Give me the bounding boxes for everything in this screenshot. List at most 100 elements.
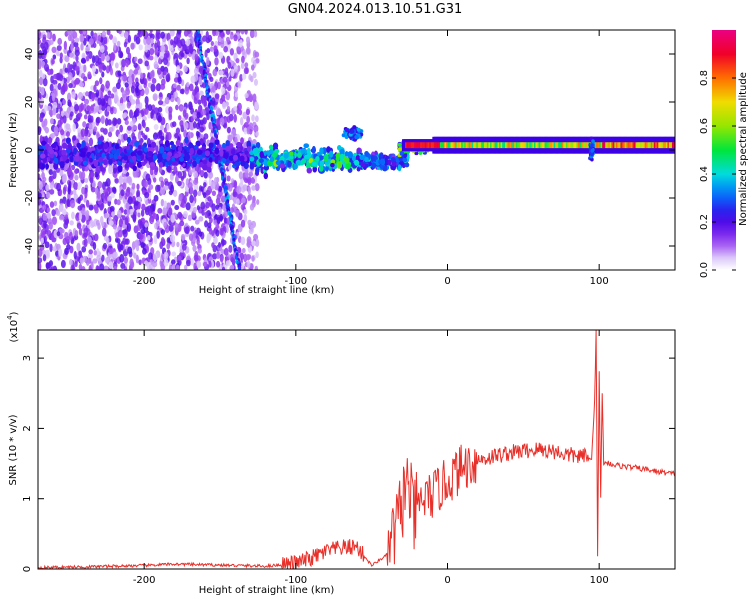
noise-cell [138, 44, 143, 51]
noise-cell [130, 42, 135, 50]
noise-cell [81, 246, 87, 253]
noise-cell [134, 56, 138, 62]
noise-cell [95, 89, 100, 98]
band-cell [152, 154, 158, 161]
noise-cell [144, 180, 149, 188]
band-cell [330, 159, 336, 164]
noise-cell [108, 34, 114, 40]
noise-cell [129, 208, 134, 216]
band-cell [137, 150, 143, 156]
noise-cell [164, 181, 170, 187]
noise-cell [117, 209, 122, 219]
noise-cell [104, 257, 110, 264]
noise-cell [110, 192, 115, 199]
noise-cell [182, 210, 188, 218]
band-cell [201, 146, 206, 151]
band-cell [124, 163, 130, 169]
noise-cell [183, 30, 189, 37]
band-cell [335, 152, 341, 159]
noise-cell [46, 212, 51, 220]
noise-cell [202, 82, 206, 89]
noise-cell [236, 198, 240, 205]
noise-cell [123, 133, 128, 141]
noise-cell [168, 207, 173, 216]
band-cell [38, 149, 41, 156]
band-cell [303, 143, 309, 149]
noise-cell [67, 62, 71, 71]
noise-cell [65, 123, 71, 130]
noise-cell [241, 55, 245, 64]
noise-cell [68, 82, 73, 89]
blob-cell [354, 135, 359, 140]
noise-cell [113, 42, 117, 51]
band-cell [360, 162, 366, 168]
noise-cell [81, 170, 86, 180]
noise-cell [117, 229, 123, 238]
noise-cell [114, 178, 120, 184]
band-cell [311, 146, 316, 154]
noise-cell [217, 81, 221, 90]
band-cell [199, 161, 204, 168]
noise-cell [70, 43, 74, 52]
noise-cell [78, 171, 83, 179]
band-cell [297, 152, 302, 159]
noise-cell [163, 258, 169, 267]
noise-cell [213, 236, 218, 245]
noise-cell [89, 219, 95, 229]
band-cell [364, 151, 369, 156]
noise-cell [215, 260, 221, 268]
noise-cell [84, 166, 89, 172]
noise-cell [100, 83, 105, 93]
noise-cell [68, 231, 73, 241]
noise-cell [38, 30, 41, 38]
noise-cell [103, 36, 108, 45]
noise-cell [137, 212, 141, 218]
noise-cell [246, 115, 250, 124]
noise-cell [175, 127, 181, 135]
noise-cell [51, 46, 57, 54]
noise-cell [111, 211, 115, 217]
noise-cell [69, 258, 73, 266]
noise-cell [50, 132, 56, 139]
noise-cell [197, 248, 202, 254]
band-cell [379, 158, 385, 164]
band-cell [252, 148, 258, 155]
band-cell [82, 147, 88, 153]
noise-cell [103, 94, 109, 101]
noise-cell [209, 76, 214, 83]
noise-cell [195, 130, 200, 137]
chart-title: GN04.2024.013.10.51.G31 [287, 2, 463, 17]
noise-cell [45, 249, 50, 257]
band-cell [307, 151, 312, 159]
noise-cell [203, 133, 209, 140]
noise-cell [246, 126, 250, 135]
noise-cell [107, 195, 112, 202]
noise-cell [124, 31, 129, 39]
band-cell [354, 159, 360, 166]
band-cell [45, 163, 49, 170]
noise-cell [88, 50, 93, 60]
noise-cell [134, 200, 139, 206]
band-cell [62, 154, 68, 161]
noise-cell [176, 241, 180, 248]
noise-cell [149, 30, 153, 34]
noise-cell [62, 99, 67, 105]
noise-cell [144, 95, 149, 105]
noise-cell [124, 217, 129, 226]
noise-cell [45, 184, 50, 192]
noise-cell [238, 171, 244, 180]
noise-cell [63, 47, 68, 54]
band-cell [67, 142, 72, 150]
band-cell [347, 151, 353, 159]
noise-cell [75, 65, 80, 72]
noise-cell [125, 87, 131, 96]
noise-cell [79, 257, 84, 265]
band-cell [162, 152, 167, 160]
noise-cell [160, 31, 165, 39]
noise-cell [67, 187, 71, 195]
noise-cell [219, 213, 223, 222]
noise-cell [220, 40, 225, 48]
noise-cell [107, 119, 112, 126]
noise-cell [197, 190, 202, 197]
